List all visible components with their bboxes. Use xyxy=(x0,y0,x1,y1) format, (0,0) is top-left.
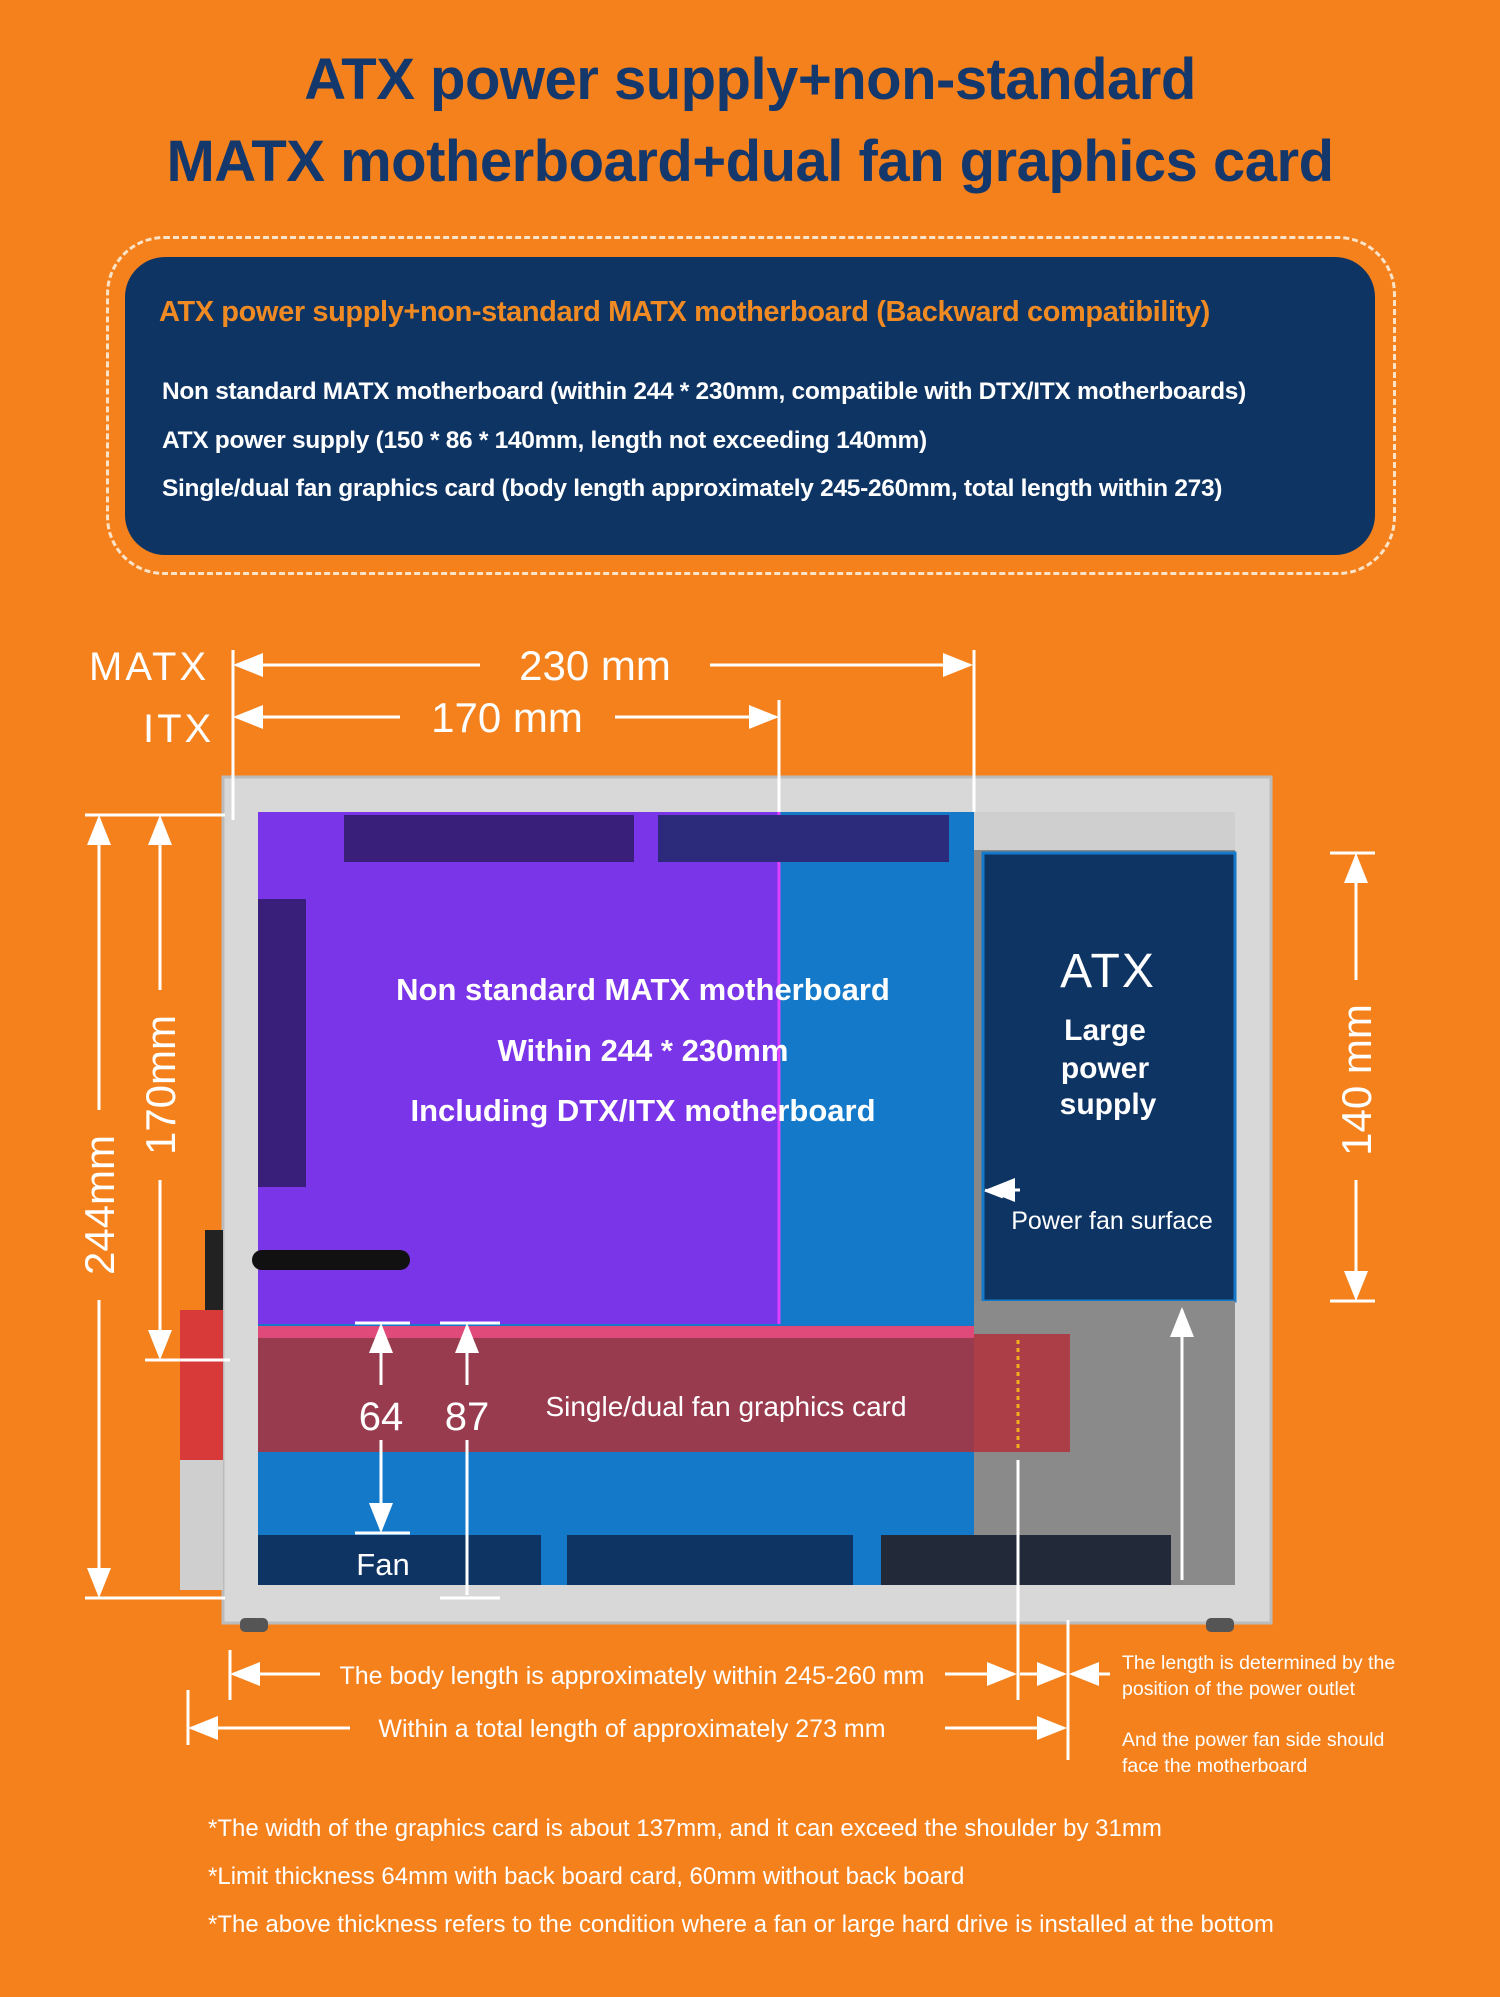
spec-box-border xyxy=(106,236,1396,575)
power-fan-surface-label: Power fan surface xyxy=(1011,1207,1213,1235)
fan-label: Fan xyxy=(356,1547,409,1582)
footnote: *The above thickness refers to the condi… xyxy=(208,1911,1274,1938)
motherboard-label: Within 244 * 230mm xyxy=(498,1033,789,1068)
fan-slot xyxy=(258,1535,541,1585)
side-note-fan: And the power fan side should face the m… xyxy=(1122,1727,1384,1779)
dim-140: 140 mm xyxy=(1333,1004,1380,1156)
title-line-2: MATX motherboard+dual fan graphics card xyxy=(166,129,1334,194)
graphics-card xyxy=(258,1334,1070,1452)
dim-244: 244mm xyxy=(76,1135,123,1275)
thickness-64: 64 xyxy=(359,1395,404,1439)
fan-slot xyxy=(567,1535,853,1585)
title-line-1: ATX power supply+non-standard xyxy=(304,47,1196,112)
spec-line: Non standard MATX motherboard (within 24… xyxy=(162,378,1246,405)
matx-label: MATX xyxy=(89,645,209,689)
top-slot xyxy=(344,815,634,862)
footnote: *The width of the graphics card is about… xyxy=(208,1815,1162,1842)
side-note-line: position of the power outlet xyxy=(1122,1678,1356,1700)
footnote: *Limit thickness 64mm with back board ca… xyxy=(208,1863,965,1890)
gpu-label: Single/dual fan graphics card xyxy=(545,1391,906,1422)
psu-area xyxy=(981,851,1237,1303)
psu-label: Large xyxy=(1064,1014,1146,1047)
side-note-line: And the power fan side should xyxy=(1122,1729,1385,1751)
fan-slot xyxy=(881,1535,1171,1585)
psu-title: ATX xyxy=(1060,945,1156,998)
gpu-bracket xyxy=(180,1310,223,1460)
spec-line: Single/dual fan graphics card (body leng… xyxy=(162,475,1223,502)
side-slot xyxy=(258,899,306,1187)
top-slot xyxy=(658,815,949,862)
itx-label: ITX xyxy=(143,707,214,751)
spec-box xyxy=(125,257,1375,555)
side-note-line: The length is determined by the xyxy=(1122,1652,1396,1674)
thickness-87: 87 xyxy=(445,1395,490,1439)
spec-heading: ATX power supply+non-standard MATX mothe… xyxy=(159,296,1210,328)
total-length-label: Within a total length of approximately 2… xyxy=(378,1715,885,1743)
dim-230: 230 mm xyxy=(519,642,671,689)
psu-label: power xyxy=(1061,1052,1150,1085)
side-note-line: face the motherboard xyxy=(1122,1755,1308,1777)
spec-line: ATX power supply (150 * 86 * 140mm, leng… xyxy=(162,427,927,454)
motherboard-area xyxy=(258,812,779,1324)
motherboard-label: Non standard MATX motherboard xyxy=(396,972,890,1007)
psu-label: supply xyxy=(1060,1088,1157,1121)
side-note-outlet: The length is determined by the position… xyxy=(1122,1650,1395,1702)
body-length-label: The body length is approximately within … xyxy=(339,1662,924,1690)
dim-170-vertical: 170mm xyxy=(137,1015,184,1155)
dim-170-horizontal: 170 mm xyxy=(431,694,583,741)
motherboard-label: Including DTX/ITX motherboard xyxy=(411,1093,876,1128)
